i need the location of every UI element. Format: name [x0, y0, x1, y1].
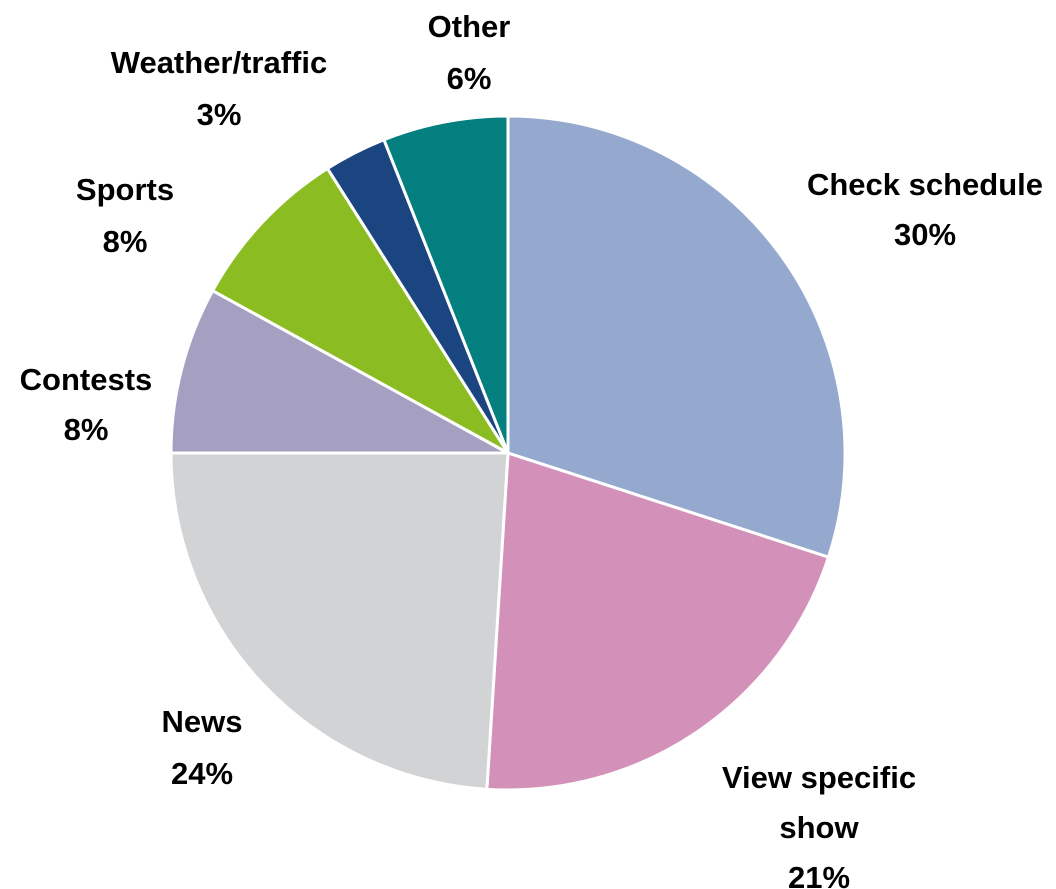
slice-percent-label: 6% — [447, 61, 492, 96]
slice-category-label: Weather/traffic — [111, 45, 328, 80]
slice-percent-label: 21% — [788, 860, 850, 889]
pie-slice-other — [382, 114, 510, 455]
slice-labels: Check schedule 30% View specific show 21% New… — [20, 9, 1043, 889]
slice-percent-label: 8% — [64, 412, 109, 447]
slice-category-label: Sports — [76, 172, 174, 207]
slice-label-group: View specific show 21% — [722, 760, 916, 889]
slice-category-label: View specific show — [722, 760, 916, 845]
slice-category-label: News — [162, 704, 243, 739]
pie-slice-contests — [169, 289, 510, 455]
slice-label-group: Check schedule 30% — [807, 167, 1043, 252]
pie-slice-check-schedule — [506, 114, 847, 559]
pie-slices — [169, 114, 847, 792]
slice-percent-label: 24% — [171, 756, 233, 791]
slice-label-group: News 24% — [162, 704, 243, 791]
pie-slice-news — [169, 451, 510, 791]
slice-category-label: Check schedule — [807, 167, 1043, 202]
slice-category-label: Contests — [20, 362, 153, 397]
slice-category-label: Other — [428, 9, 511, 44]
slice-label-group: Other 6% — [428, 9, 511, 96]
pie-slice-sports — [211, 166, 510, 455]
slice-percent-label: 3% — [197, 97, 242, 132]
pie-slice-view-specific-show — [485, 451, 831, 792]
slice-percent-label: 30% — [894, 217, 956, 252]
slice-percent-label: 8% — [103, 224, 148, 259]
slice-label-group: Sports 8% — [76, 172, 174, 259]
slice-label-group: Weather/traffic 3% — [111, 45, 328, 132]
slice-label-group: Contests 8% — [20, 362, 153, 447]
